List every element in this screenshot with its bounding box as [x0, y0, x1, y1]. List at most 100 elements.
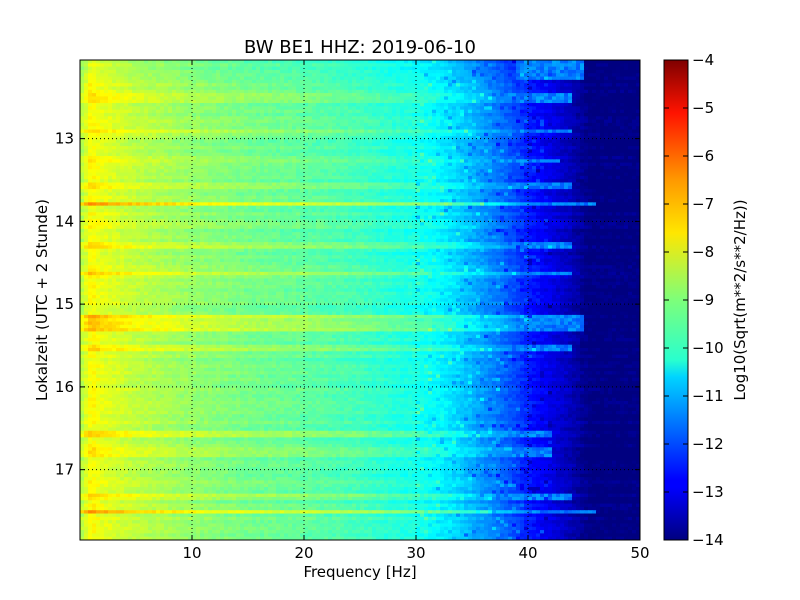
- heatmap-cell: [628, 63, 633, 68]
- heatmap-cell: [288, 66, 293, 71]
- heatmap-cell: [384, 89, 389, 94]
- heatmap-cell: [180, 69, 185, 74]
- heatmap-cell: [108, 76, 113, 81]
- heatmap-cell: [612, 66, 617, 71]
- heatmap-cell: [400, 86, 405, 91]
- heatmap-cell: [384, 76, 389, 81]
- heatmap-cell: [548, 89, 553, 94]
- heatmap-cell: [556, 60, 561, 64]
- heatmap-cell: [512, 76, 517, 81]
- heatmap-cell: [436, 86, 441, 91]
- heatmap-cell: [276, 66, 281, 71]
- heatmap-cell: [360, 79, 365, 84]
- heatmap-cell: [368, 69, 373, 74]
- heatmap-cell: [112, 79, 117, 84]
- heatmap-cell: [356, 69, 361, 74]
- heatmap-cell: [468, 83, 473, 88]
- heatmap-cell: [496, 66, 501, 71]
- heatmap-cell: [356, 63, 361, 68]
- heatmap-cell: [472, 73, 477, 78]
- heatmap-cell: [96, 73, 101, 78]
- heatmap-cell: [244, 69, 249, 74]
- heatmap-cell: [288, 79, 293, 84]
- heatmap-cell: [532, 63, 537, 68]
- heatmap-cell: [564, 66, 569, 71]
- heatmap-cell: [240, 76, 245, 81]
- heatmap-cell: [308, 73, 313, 78]
- heatmap-cell: [188, 89, 193, 94]
- heatmap-cell: [188, 63, 193, 68]
- heatmap-cell: [248, 86, 253, 91]
- heatmap-cell: [508, 63, 513, 68]
- heatmap-cell: [500, 89, 505, 94]
- heatmap-cell: [508, 76, 513, 81]
- heatmap-cell: [520, 63, 525, 68]
- heatmap-cell: [524, 73, 529, 78]
- heatmap-cell: [548, 60, 553, 64]
- heatmap-cell: [452, 79, 457, 84]
- heatmap-cell: [456, 86, 461, 91]
- heatmap-cell: [228, 76, 233, 81]
- heatmap-cell: [324, 66, 329, 71]
- heatmap-cell: [592, 89, 597, 94]
- heatmap-cell: [308, 63, 313, 68]
- heatmap-cell: [232, 76, 237, 81]
- heatmap-cell: [84, 79, 89, 84]
- heatmap-cell: [412, 83, 417, 88]
- heatmap-cell: [100, 60, 105, 64]
- heatmap-cell: [248, 60, 253, 64]
- heatmap-cell: [320, 69, 325, 74]
- heatmap-cell: [336, 86, 341, 91]
- heatmap-cell: [360, 86, 365, 91]
- heatmap-cell: [80, 69, 85, 74]
- heatmap-cell: [608, 66, 613, 71]
- heatmap-cell: [600, 83, 605, 88]
- heatmap-cell: [460, 60, 465, 64]
- heatmap-cell: [144, 66, 149, 71]
- heatmap-cell: [368, 86, 373, 91]
- heatmap-cell: [176, 83, 181, 88]
- heatmap-cell: [416, 79, 421, 84]
- heatmap-cell: [260, 63, 265, 68]
- heatmap-cell: [616, 69, 621, 74]
- heatmap-cell: [452, 73, 457, 78]
- heatmap-cell: [128, 83, 133, 88]
- heatmap-cell: [536, 66, 541, 71]
- heatmap-cell: [488, 69, 493, 74]
- heatmap-cell: [596, 66, 601, 71]
- heatmap-cell: [596, 73, 601, 78]
- heatmap-cell: [388, 60, 393, 64]
- heatmap-cell: [332, 69, 337, 74]
- heatmap-cell: [164, 66, 169, 71]
- heatmap-cell: [496, 76, 501, 81]
- heatmap-cell: [372, 86, 377, 91]
- heatmap-cell: [548, 76, 553, 81]
- heatmap-cell: [528, 89, 533, 94]
- heatmap-cell: [372, 60, 377, 64]
- heatmap-cell: [604, 89, 609, 94]
- heatmap-cell: [132, 86, 137, 91]
- heatmap-cell: [444, 83, 449, 88]
- heatmap-cell: [80, 60, 85, 64]
- heatmap-cell: [568, 63, 573, 68]
- heatmap-cell: [584, 89, 589, 94]
- heatmap-cell: [84, 83, 89, 88]
- heatmap-cell: [516, 69, 521, 74]
- heatmap-cell: [184, 79, 189, 84]
- heatmap-cell: [604, 73, 609, 78]
- heatmap-cell: [528, 86, 533, 91]
- heatmap-cell: [116, 60, 121, 64]
- heatmap-cell: [508, 86, 513, 91]
- heatmap-cell: [416, 76, 421, 81]
- heatmap-cell: [372, 76, 377, 81]
- heatmap-cell: [356, 76, 361, 81]
- heatmap-cell: [124, 86, 129, 91]
- heatmap-cell: [500, 83, 505, 88]
- heatmap-cell: [464, 60, 469, 64]
- heatmap-cell: [88, 63, 93, 68]
- heatmap-cell: [156, 73, 161, 78]
- heatmap-cell: [352, 69, 357, 74]
- heatmap-cell: [236, 86, 241, 91]
- heatmap-cell: [456, 76, 461, 81]
- heatmap-cell: [116, 83, 121, 88]
